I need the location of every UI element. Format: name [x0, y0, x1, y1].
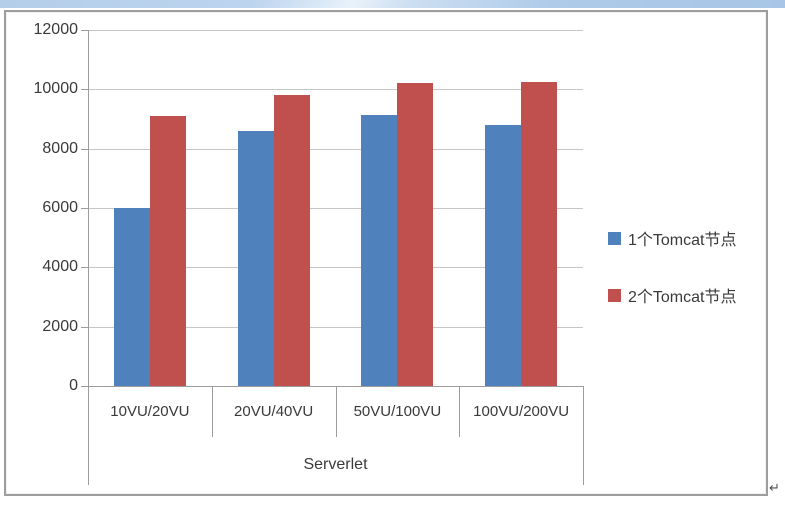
y-axis-label: 0 [69, 377, 78, 394]
gridline [88, 267, 583, 269]
category-divider [459, 386, 461, 437]
y-axis-line [88, 30, 89, 386]
y-axis-label: 10000 [33, 80, 79, 98]
y-axis-tick [81, 386, 88, 387]
bar-series1-cat4 [485, 124, 522, 386]
bar-series2-cat1 [149, 116, 186, 386]
bar-series1-cat3 [361, 114, 398, 386]
bar-series1-cat1 [113, 208, 150, 386]
y-axis-label: 8000 [42, 139, 78, 157]
gridline [88, 148, 583, 150]
x-axis-category-label: 100VU/200VU [473, 403, 570, 420]
y-axis-tick [81, 208, 88, 209]
bar-series2-cat3 [397, 83, 434, 386]
y-axis-tick [81, 326, 88, 328]
x-axis-category-label: 20VU/40VU [234, 403, 314, 420]
category-divider [211, 386, 213, 437]
y-axis-label: 4000 [42, 258, 78, 276]
chart-object-frame[interactable]: Serverlet 1个Tomcat节点 2个Tomcat节点 0 2000 400… [4, 10, 768, 496]
gridline [88, 30, 583, 31]
legend-item-series2: 2个Tomcat节点 [608, 283, 736, 307]
gridline [88, 326, 583, 328]
y-axis-tick [81, 148, 88, 150]
gridline [88, 89, 583, 91]
y-axis-tick [81, 89, 88, 91]
legend-label-series2: 2个Tomcat节点 [628, 289, 737, 306]
bar-series2-cat4 [521, 81, 558, 386]
category-divider [88, 386, 89, 485]
bar-series2-cat2 [273, 95, 310, 386]
chart-legend: 1个Tomcat节点 2个Tomcat节点 [608, 226, 736, 307]
x-axis-title: Serverlet [303, 456, 368, 473]
x-axis-category-label: 50VU/100VU [353, 403, 442, 420]
paragraph-return-mark: ↵ [769, 481, 780, 496]
legend-swatch-series2-icon [608, 288, 621, 302]
x-axis-category-label: 10VU/20VU [110, 403, 190, 420]
legend-label-series1: 1个Tomcat节点 [628, 232, 737, 249]
y-axis-label: 6000 [42, 199, 78, 216]
y-axis-label: 12000 [33, 21, 79, 38]
bar-series1-cat2 [237, 130, 274, 386]
category-divider [583, 386, 584, 485]
y-axis-tick [81, 30, 88, 31]
legend-swatch-series1-icon [608, 231, 621, 245]
window-top-strip [0, 0, 785, 8]
gridline [88, 208, 583, 209]
y-axis-tick [81, 267, 88, 269]
category-divider [335, 386, 337, 437]
chart-canvas: Serverlet 1个Tomcat节点 2个Tomcat节点 0 2000 400… [6, 12, 766, 494]
y-axis-label: 2000 [42, 317, 78, 335]
legend-item-series1: 1个Tomcat节点 [608, 226, 736, 250]
